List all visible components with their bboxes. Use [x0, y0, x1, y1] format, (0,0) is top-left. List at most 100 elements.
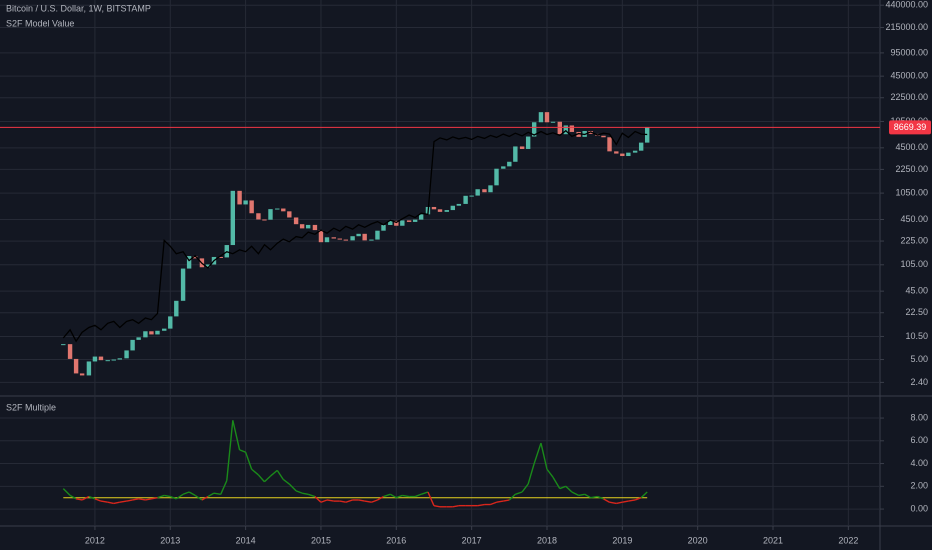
y-tick-label: 95000.00 — [890, 47, 928, 57]
multiple-segment — [100, 500, 108, 503]
candle — [318, 230, 324, 243]
candle — [324, 237, 330, 243]
candle — [513, 146, 518, 162]
multiple-segment — [220, 480, 228, 495]
candle — [331, 237, 336, 239]
candle — [136, 337, 141, 340]
candle — [305, 224, 311, 229]
candle — [98, 356, 104, 361]
multiple-segment — [383, 493, 391, 498]
multiple-segment — [94, 498, 102, 502]
candle — [632, 150, 638, 153]
candle — [607, 137, 612, 152]
multiple-segment — [138, 498, 146, 501]
candle — [394, 220, 399, 226]
candle — [275, 208, 280, 210]
multiple-segment — [521, 483, 529, 493]
y-tick-label: 215000.00 — [885, 22, 928, 32]
candle — [400, 220, 405, 226]
candle — [550, 121, 556, 123]
candle — [230, 190, 236, 246]
multiple-segment — [546, 468, 554, 478]
candle — [256, 213, 261, 220]
multiple-segment — [420, 491, 429, 495]
y-tick-label: 450.00 — [900, 214, 928, 224]
multiple-segment — [414, 493, 422, 498]
multiple-segment — [201, 495, 209, 501]
multiple-segment — [477, 503, 485, 507]
multiple-segment — [62, 488, 71, 496]
multiple-segment — [427, 491, 435, 506]
candle — [61, 344, 66, 346]
candle — [450, 205, 456, 211]
candle — [563, 125, 569, 135]
candle — [525, 136, 531, 149]
candle — [375, 230, 380, 240]
multiple-segment — [433, 504, 441, 508]
multiple-segment — [226, 420, 234, 481]
pane-title: S2F Multiple — [6, 402, 56, 412]
multiple-segment — [377, 495, 384, 501]
candle — [431, 206, 437, 210]
x-tick-label: 2018 — [537, 535, 557, 545]
y-tick-label: 4500.00 — [895, 142, 928, 152]
multiple-segment — [132, 498, 139, 501]
x-tick-label: 2017 — [462, 535, 482, 545]
candle — [569, 125, 575, 132]
y-tick-label: 2250.00 — [895, 164, 928, 174]
candle — [337, 238, 342, 240]
candle — [205, 264, 211, 268]
candle — [281, 208, 286, 212]
multiple-segment — [314, 496, 322, 503]
multiple-segment — [584, 493, 592, 499]
candle — [544, 112, 550, 123]
candle — [620, 153, 625, 157]
candle — [249, 200, 254, 214]
multiple-segment — [145, 498, 152, 501]
candle — [626, 152, 631, 157]
candle — [111, 359, 116, 361]
x-tick-label: 2020 — [688, 535, 708, 545]
multiple-segment — [164, 494, 171, 498]
y-tick-label: 10.50 — [905, 331, 928, 341]
multiple-segment — [251, 468, 259, 476]
multiple-segment — [603, 498, 610, 503]
y-tick-label: 45000.00 — [890, 71, 928, 81]
y-tick-label: 105.00 — [900, 259, 928, 269]
candle — [463, 195, 468, 204]
candle — [412, 219, 418, 222]
candle — [388, 220, 393, 225]
multiple-segment — [452, 504, 459, 508]
multiple-segment — [527, 463, 535, 485]
candle — [557, 121, 562, 135]
candle — [162, 328, 167, 331]
candle — [456, 203, 462, 206]
multiple-segment — [345, 499, 353, 503]
multiple-segment — [508, 493, 516, 501]
candle — [268, 209, 273, 220]
y-tick-label: 4.00 — [910, 458, 928, 468]
multiple-segment — [263, 475, 271, 483]
last-price-label: 8669.39 — [894, 122, 927, 132]
multiple-segment — [194, 494, 203, 501]
candle — [186, 256, 192, 269]
multiple-segment — [295, 490, 303, 494]
multiple-segment — [207, 492, 215, 498]
candle — [218, 256, 223, 258]
candle — [86, 361, 92, 376]
multiple-segment — [622, 500, 629, 503]
multiple-segment — [282, 478, 290, 485]
multiple-segment — [182, 491, 190, 495]
multiple-segment — [270, 469, 278, 477]
candle — [117, 358, 122, 360]
candle — [614, 151, 619, 154]
candle — [501, 166, 506, 169]
y-tick-label: 1050.00 — [895, 187, 928, 197]
candle — [576, 131, 581, 137]
candle — [406, 220, 412, 222]
multiple-segment — [239, 449, 246, 453]
x-tick-label: 2021 — [763, 535, 783, 545]
y-tick-label: 6.00 — [910, 435, 928, 445]
multiple-segment — [634, 497, 642, 501]
